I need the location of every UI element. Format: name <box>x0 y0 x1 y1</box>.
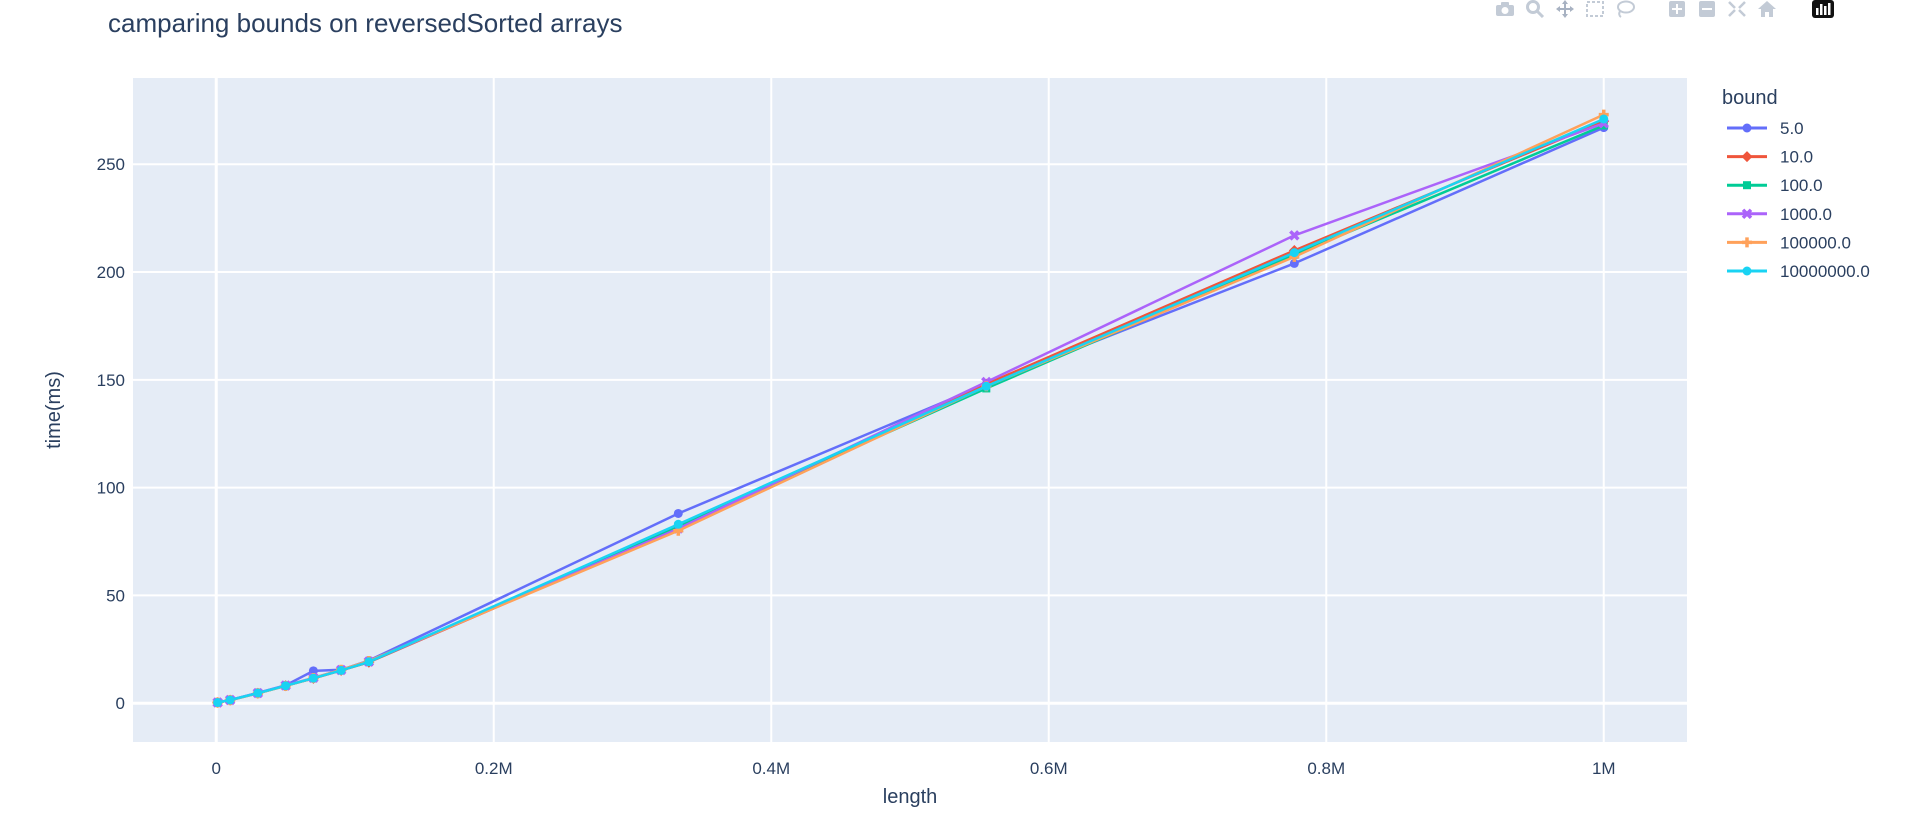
gridlines <box>133 78 1687 742</box>
data-point[interactable] <box>673 508 683 518</box>
y-tick-label: 250 <box>97 155 125 174</box>
legend-item[interactable]: 100000.0 <box>1727 233 1851 252</box>
legend-marker[interactable] <box>1742 123 1752 133</box>
x-tick-label: 0.4M <box>752 759 790 778</box>
data-point[interactable] <box>253 688 263 698</box>
legend-item[interactable]: 10000000.0 <box>1727 262 1870 281</box>
legend-label: 5.0 <box>1780 119 1804 138</box>
data-point[interactable] <box>225 695 235 705</box>
legend-marker[interactable] <box>1742 237 1752 248</box>
modebar <box>1494 0 1920 18</box>
x-tick-label: 0 <box>212 759 221 778</box>
data-point[interactable] <box>308 673 318 683</box>
box-select-icon[interactable] <box>1584 0 1606 18</box>
camera-icon[interactable] <box>1494 0 1516 18</box>
legend-item[interactable]: 10.0 <box>1727 148 1813 167</box>
legend-item[interactable]: 1000.0 <box>1727 205 1832 224</box>
legend-marker[interactable] <box>1743 181 1751 190</box>
y-tick-label: 0 <box>116 694 125 713</box>
series-10000000.0 <box>213 114 1609 708</box>
legend-label: 100000.0 <box>1780 233 1851 252</box>
plotly-logo-icon[interactable] <box>1812 0 1834 18</box>
data-point[interactable] <box>981 381 991 391</box>
pan-icon[interactable] <box>1554 0 1576 18</box>
y-tick-label: 50 <box>106 586 125 605</box>
data-point[interactable] <box>673 519 683 529</box>
legend[interactable]: bound 5.0 10.0 100.0 1000.0 100000.0 10000000… <box>1722 87 1870 281</box>
autoscale-icon[interactable] <box>1726 0 1748 18</box>
data-point[interactable] <box>364 657 374 667</box>
data-point[interactable] <box>281 681 291 691</box>
zoom-icon[interactable] <box>1524 0 1546 18</box>
data-point[interactable] <box>1599 114 1609 124</box>
y-axis-ticks: 0 50 100 150 200 250 <box>97 155 125 713</box>
data-point[interactable] <box>336 665 346 675</box>
x-tick-label: 0.2M <box>475 759 513 778</box>
x-axis-label: length <box>883 786 938 808</box>
legend-item[interactable]: 5.0 <box>1727 119 1804 138</box>
zoom-in-icon[interactable] <box>1666 0 1688 18</box>
data-point[interactable] <box>1289 230 1300 241</box>
chart-title: camparing bounds on reversedSorted array… <box>108 8 623 38</box>
reset-axes-icon[interactable] <box>1756 0 1778 18</box>
zoom-out-icon[interactable] <box>1696 0 1718 18</box>
y-tick-label: 200 <box>97 263 125 282</box>
legend-label: 1000.0 <box>1780 205 1832 224</box>
legend-label: 100.0 <box>1780 176 1823 195</box>
legend-label: 10.0 <box>1780 148 1813 167</box>
y-tick-label: 100 <box>97 479 125 498</box>
legend-marker[interactable] <box>1741 151 1753 163</box>
data-point[interactable] <box>1289 248 1299 258</box>
legend-label: 10000000.0 <box>1780 262 1870 281</box>
x-axis-ticks: 0 0.2M 0.4M 0.6M 0.8M 1M <box>212 759 1616 778</box>
y-tick-label: 150 <box>97 371 125 390</box>
x-tick-label: 0.8M <box>1307 759 1345 778</box>
x-tick-label: 0.6M <box>1030 759 1068 778</box>
series-layer <box>212 109 1610 709</box>
data-point[interactable] <box>213 698 223 708</box>
legend-item[interactable]: 100.0 <box>1727 176 1823 195</box>
legend-title: bound <box>1722 87 1778 109</box>
legend-marker[interactable] <box>1741 208 1753 220</box>
y-axis-label: time(ms) <box>43 371 65 449</box>
legend-marker[interactable] <box>1742 266 1752 276</box>
x-tick-label: 1M <box>1592 759 1616 778</box>
lasso-select-icon[interactable] <box>1614 0 1636 18</box>
plot-area[interactable] <box>133 78 1687 742</box>
data-point[interactable] <box>1289 258 1299 268</box>
